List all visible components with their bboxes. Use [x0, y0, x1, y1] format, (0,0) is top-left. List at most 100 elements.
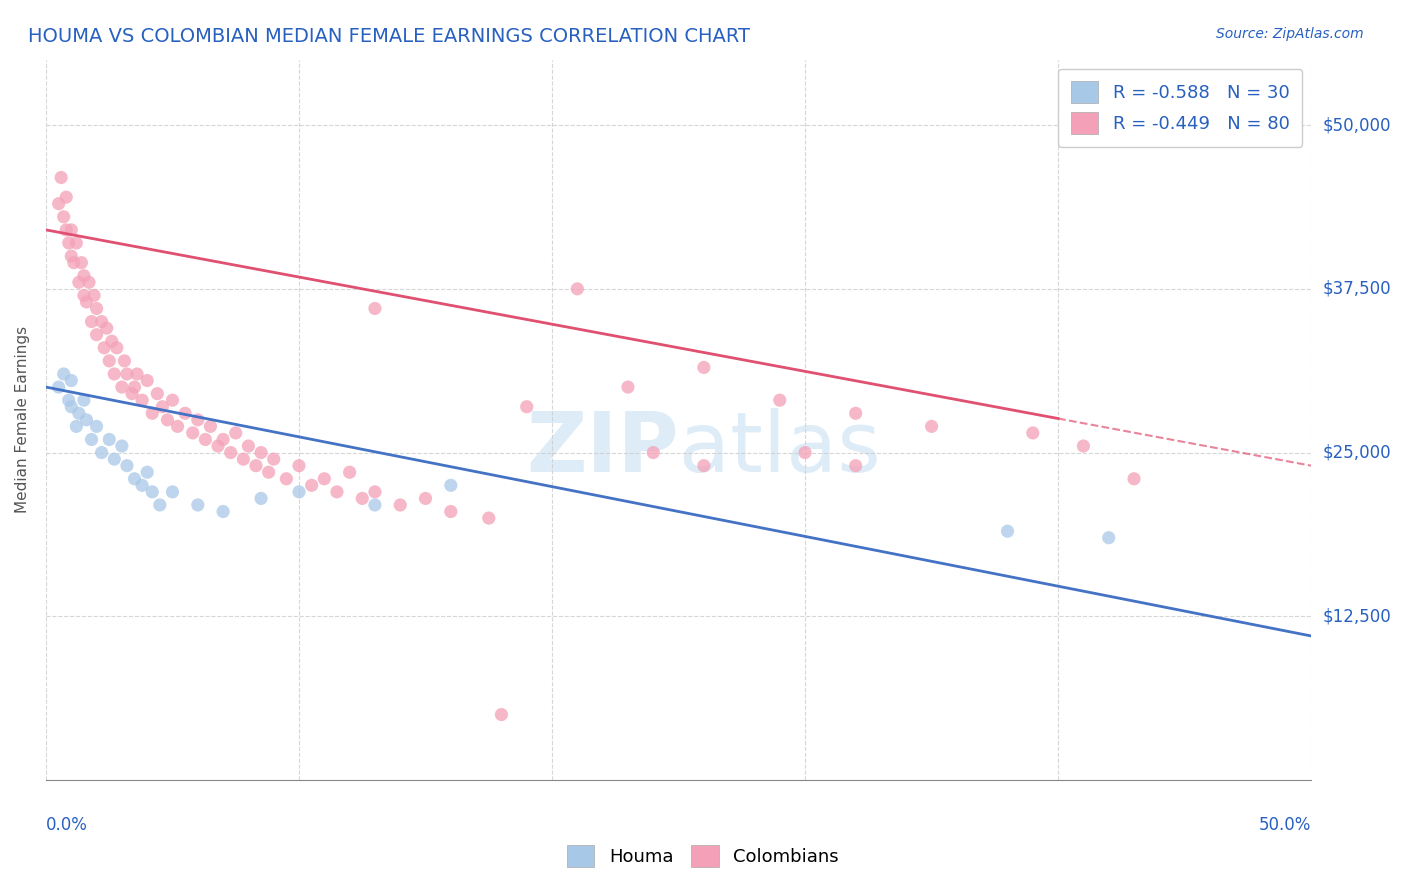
- Point: [364, 498, 387, 512]
- Point: [90, 315, 112, 329]
- Point: [364, 484, 387, 499]
- Point: [1022, 425, 1045, 440]
- Point: [149, 498, 172, 512]
- Point: [115, 367, 138, 381]
- Legend: Houma, Colombians: Houma, Colombians: [560, 838, 846, 874]
- Point: [80, 315, 103, 329]
- Point: [156, 413, 179, 427]
- Point: [58, 393, 80, 408]
- Point: [288, 458, 311, 473]
- Point: [60, 374, 83, 388]
- Point: [136, 374, 159, 388]
- Y-axis label: Median Female Earnings: Median Female Earnings: [15, 326, 30, 514]
- Point: [1123, 472, 1146, 486]
- Point: [257, 465, 280, 479]
- Point: [98, 354, 121, 368]
- Point: [96, 321, 118, 335]
- Point: [339, 465, 361, 479]
- Point: [67, 406, 90, 420]
- Point: [86, 301, 108, 316]
- Point: [65, 235, 87, 250]
- Point: [212, 433, 235, 447]
- Point: [478, 511, 501, 525]
- Point: [212, 504, 235, 518]
- Point: [794, 445, 817, 459]
- Point: [124, 380, 146, 394]
- Point: [1073, 439, 1095, 453]
- Point: [440, 504, 463, 518]
- Point: [643, 445, 665, 459]
- Point: [769, 393, 792, 408]
- Text: $25,000: $25,000: [1322, 443, 1391, 461]
- Point: [86, 419, 108, 434]
- Point: [352, 491, 374, 506]
- Point: [314, 472, 336, 486]
- Point: [181, 425, 204, 440]
- Point: [200, 419, 222, 434]
- Point: [48, 196, 70, 211]
- Text: atlas: atlas: [679, 409, 880, 489]
- Point: [115, 458, 138, 473]
- Point: [98, 433, 121, 447]
- Point: [288, 484, 311, 499]
- Text: Source: ZipAtlas.com: Source: ZipAtlas.com: [1216, 27, 1364, 41]
- Point: [83, 288, 105, 302]
- Point: [75, 294, 97, 309]
- Point: [70, 255, 93, 269]
- Point: [162, 484, 184, 499]
- Point: [112, 354, 135, 368]
- Point: [90, 445, 112, 459]
- Point: [52, 367, 75, 381]
- Point: [250, 445, 273, 459]
- Point: [52, 210, 75, 224]
- Point: [997, 524, 1019, 538]
- Text: 50.0%: 50.0%: [1258, 816, 1312, 834]
- Point: [617, 380, 640, 394]
- Point: [55, 223, 77, 237]
- Point: [219, 445, 242, 459]
- Point: [60, 249, 83, 263]
- Point: [162, 393, 184, 408]
- Point: [73, 268, 96, 283]
- Point: [921, 419, 943, 434]
- Point: [276, 472, 298, 486]
- Point: [55, 190, 77, 204]
- Point: [146, 386, 169, 401]
- Point: [75, 413, 97, 427]
- Point: [136, 465, 159, 479]
- Text: $50,000: $50,000: [1322, 116, 1391, 134]
- Point: [67, 275, 90, 289]
- Point: [207, 439, 229, 453]
- Point: [693, 458, 716, 473]
- Point: [141, 484, 163, 499]
- Point: [103, 367, 125, 381]
- Point: [60, 223, 83, 237]
- Point: [62, 255, 84, 269]
- Point: [131, 393, 153, 408]
- Point: [174, 406, 197, 420]
- Point: [415, 491, 437, 506]
- Point: [60, 400, 83, 414]
- Point: [124, 472, 146, 486]
- Point: [103, 452, 125, 467]
- Point: [80, 433, 103, 447]
- Text: ZIP: ZIP: [526, 409, 679, 489]
- Point: [225, 425, 247, 440]
- Point: [194, 433, 217, 447]
- Point: [232, 452, 254, 467]
- Point: [111, 380, 134, 394]
- Point: [245, 458, 267, 473]
- Point: [86, 327, 108, 342]
- Point: [238, 439, 260, 453]
- Point: [845, 458, 868, 473]
- Text: $37,500: $37,500: [1322, 280, 1391, 298]
- Point: [125, 367, 148, 381]
- Text: 0.0%: 0.0%: [46, 816, 87, 834]
- Point: [326, 484, 349, 499]
- Point: [491, 707, 513, 722]
- Point: [301, 478, 323, 492]
- Point: [250, 491, 273, 506]
- Point: [111, 439, 134, 453]
- Text: HOUMA VS COLOMBIAN MEDIAN FEMALE EARNINGS CORRELATION CHART: HOUMA VS COLOMBIAN MEDIAN FEMALE EARNING…: [28, 27, 751, 45]
- Point: [845, 406, 868, 420]
